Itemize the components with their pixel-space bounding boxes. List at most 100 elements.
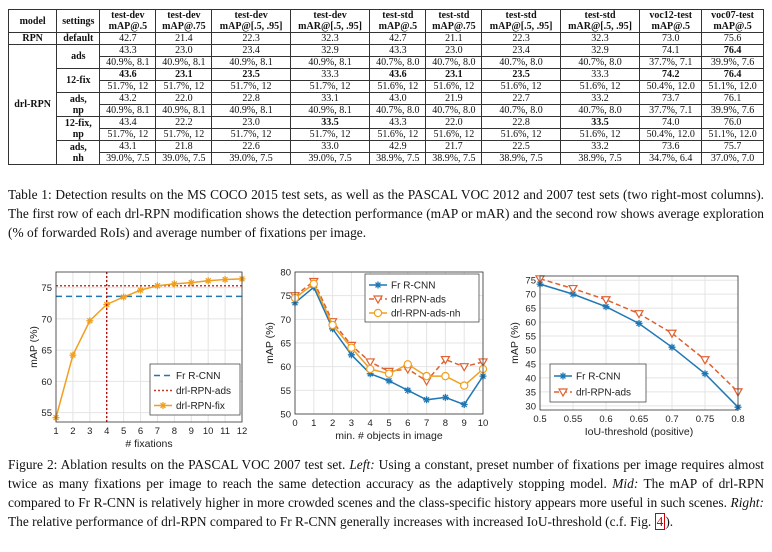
table-cell: 43.3 [369,44,427,57]
settings-line: ads, [69,141,87,153]
plot-frame [55,271,243,423]
data-point [384,369,394,378]
table-cell: 76.1 [701,92,764,105]
model-cell: RPN [7,32,58,45]
caption-right-text: The relative performance of drl-RPN comp… [8,514,652,529]
x-tick-label: 5 [121,426,126,437]
table-cell: 22.0 [155,92,213,105]
legend-label: drl-RPN-ads [391,295,446,306]
table-cell: 40.9%, 8.1 [99,104,157,117]
table-cell: 40.7%, 8.0 [425,56,483,69]
y-axis-label: mAP (%) [265,322,276,364]
legend-label: Fr R-CNN [391,281,435,292]
x-tick-label: 5 [386,418,391,429]
y-tick-label: 35 [525,387,536,398]
data-point [347,351,355,359]
figure-ref-link[interactable]: 4 [654,513,666,530]
objects-chart-svg: 0 1 2 3 4 5 6 7 8 9 10 50 55 60 65 70 75 80 min. # objects… [264,268,488,443]
data-point [309,279,319,289]
y-tick-label: 45 [525,359,536,370]
table-cell: 38.9%, 7.5 [425,152,483,165]
table-cell: 40.9%, 8.1 [155,56,213,69]
x-tick-label: 12 [237,426,248,437]
series-2 [290,279,488,390]
table-row: 39.0%, 7.5 39.0%, 7.5 39.0%, 7.5 39.0%, 7.5… [9,152,764,165]
table-cell: 51.7%, 12 [99,80,157,93]
table-header-row: model settings test-dev mAP@.5 test-dev mA… [7,9,764,33]
table-cell: 38.9%, 7.5 [481,152,561,165]
caption-left-text: Using a constant, preset number of fixat… [8,457,764,491]
table-cell: 33.3 [289,68,371,81]
data-point [701,370,709,378]
legend: Fr R-CNN drl-RPN-ads drl-RPN-fix [149,363,241,416]
table-cell: 42.9 [369,140,427,153]
table-cell: 40.7%, 8.0 [369,104,427,117]
settings-cell: default [56,32,101,45]
table-cell: 40.9%, 8.1 [289,104,371,117]
table-cell: 33.2 [559,140,641,153]
table-cell: 22.3 [481,32,561,45]
x-tick-label: 0.8 [731,414,744,425]
table-cell: 43.2 [99,92,157,105]
data-point [460,401,468,409]
table-cell: 51.7%, 12 [211,128,291,141]
x-tick-label: 4 [104,426,109,437]
data-point [347,343,356,352]
caption-right-label: Right: [730,495,764,510]
table-cell: 76.0 [701,116,764,129]
x-tick-label: 7 [155,426,160,437]
data-point [602,303,610,311]
table-cell: 51.6%, 12 [481,80,561,93]
header-col: test-dev mAP@.75 [155,9,213,33]
settings-cell: ads, nh [56,140,101,165]
table-cell: 40.7%, 8.0 [369,56,427,69]
y-tick-label: 60 [41,377,52,388]
table-cell: 22.2 [155,116,213,129]
table-cell: 40.7%, 8.0 [481,56,561,69]
y-tick-label: 75 [525,276,536,287]
data-point [441,393,449,401]
x-tick-label: 8 [443,418,448,429]
table-cell: 74.0 [639,116,703,129]
legend-label: drl-RPN-ads [176,386,231,397]
table-cell: 32.9 [559,44,641,57]
table-cell: 23.1 [155,68,213,81]
table-cell: 51.1%, 12.0 [701,128,764,141]
table-cell: 76.4 [701,44,764,57]
table-cell: 33.1 [289,92,371,105]
table-cell: 51.7%, 12 [289,128,371,141]
data-point [666,329,678,339]
table-cell: 51.6%, 12 [559,128,641,141]
table-cell: 51.7%, 12 [211,80,291,93]
table-cell: 22.8 [211,92,291,105]
table-cell: 42.7 [99,32,157,45]
x-tick-label: 7 [424,418,429,429]
table-body: RPN default 42.7 21.4 22.3 32.3 42.7 21.1 22.3 32… [7,32,764,165]
settings-cell: ads [56,44,101,69]
settings-cell: 12-fix [56,68,101,93]
data-point [187,279,195,287]
header-col: test-std mAP@[.5, .95] [481,9,561,33]
table-cell: 51.6%, 12 [425,80,483,93]
data-point [204,277,212,285]
table-cell: 40.7%, 8.0 [425,104,483,117]
settings-line: np [72,104,84,116]
data-point [120,293,128,301]
x-tick-label: 6 [405,418,410,429]
y-tick-label: 75 [41,283,52,294]
table-cell: 51.6%, 12 [369,80,427,93]
data-point [69,351,77,359]
data-point [440,355,451,365]
header-col: test-std mAP@.75 [425,9,483,33]
table-cell: 23.4 [211,44,291,57]
table-cell: 21.4 [155,32,213,45]
data-point [441,371,450,381]
settings-line: ads, [69,93,87,105]
legend-label: drl-RPN-ads-nh [391,309,460,320]
data-point [221,276,229,283]
data-point [137,286,145,294]
header-col: test-std mAR@[.5, .95] [559,9,641,33]
table-cell: 37.7%, 7.1 [639,56,703,69]
x-tick-label: 0.6 [599,414,612,425]
x-tick-label: 6 [138,426,143,437]
